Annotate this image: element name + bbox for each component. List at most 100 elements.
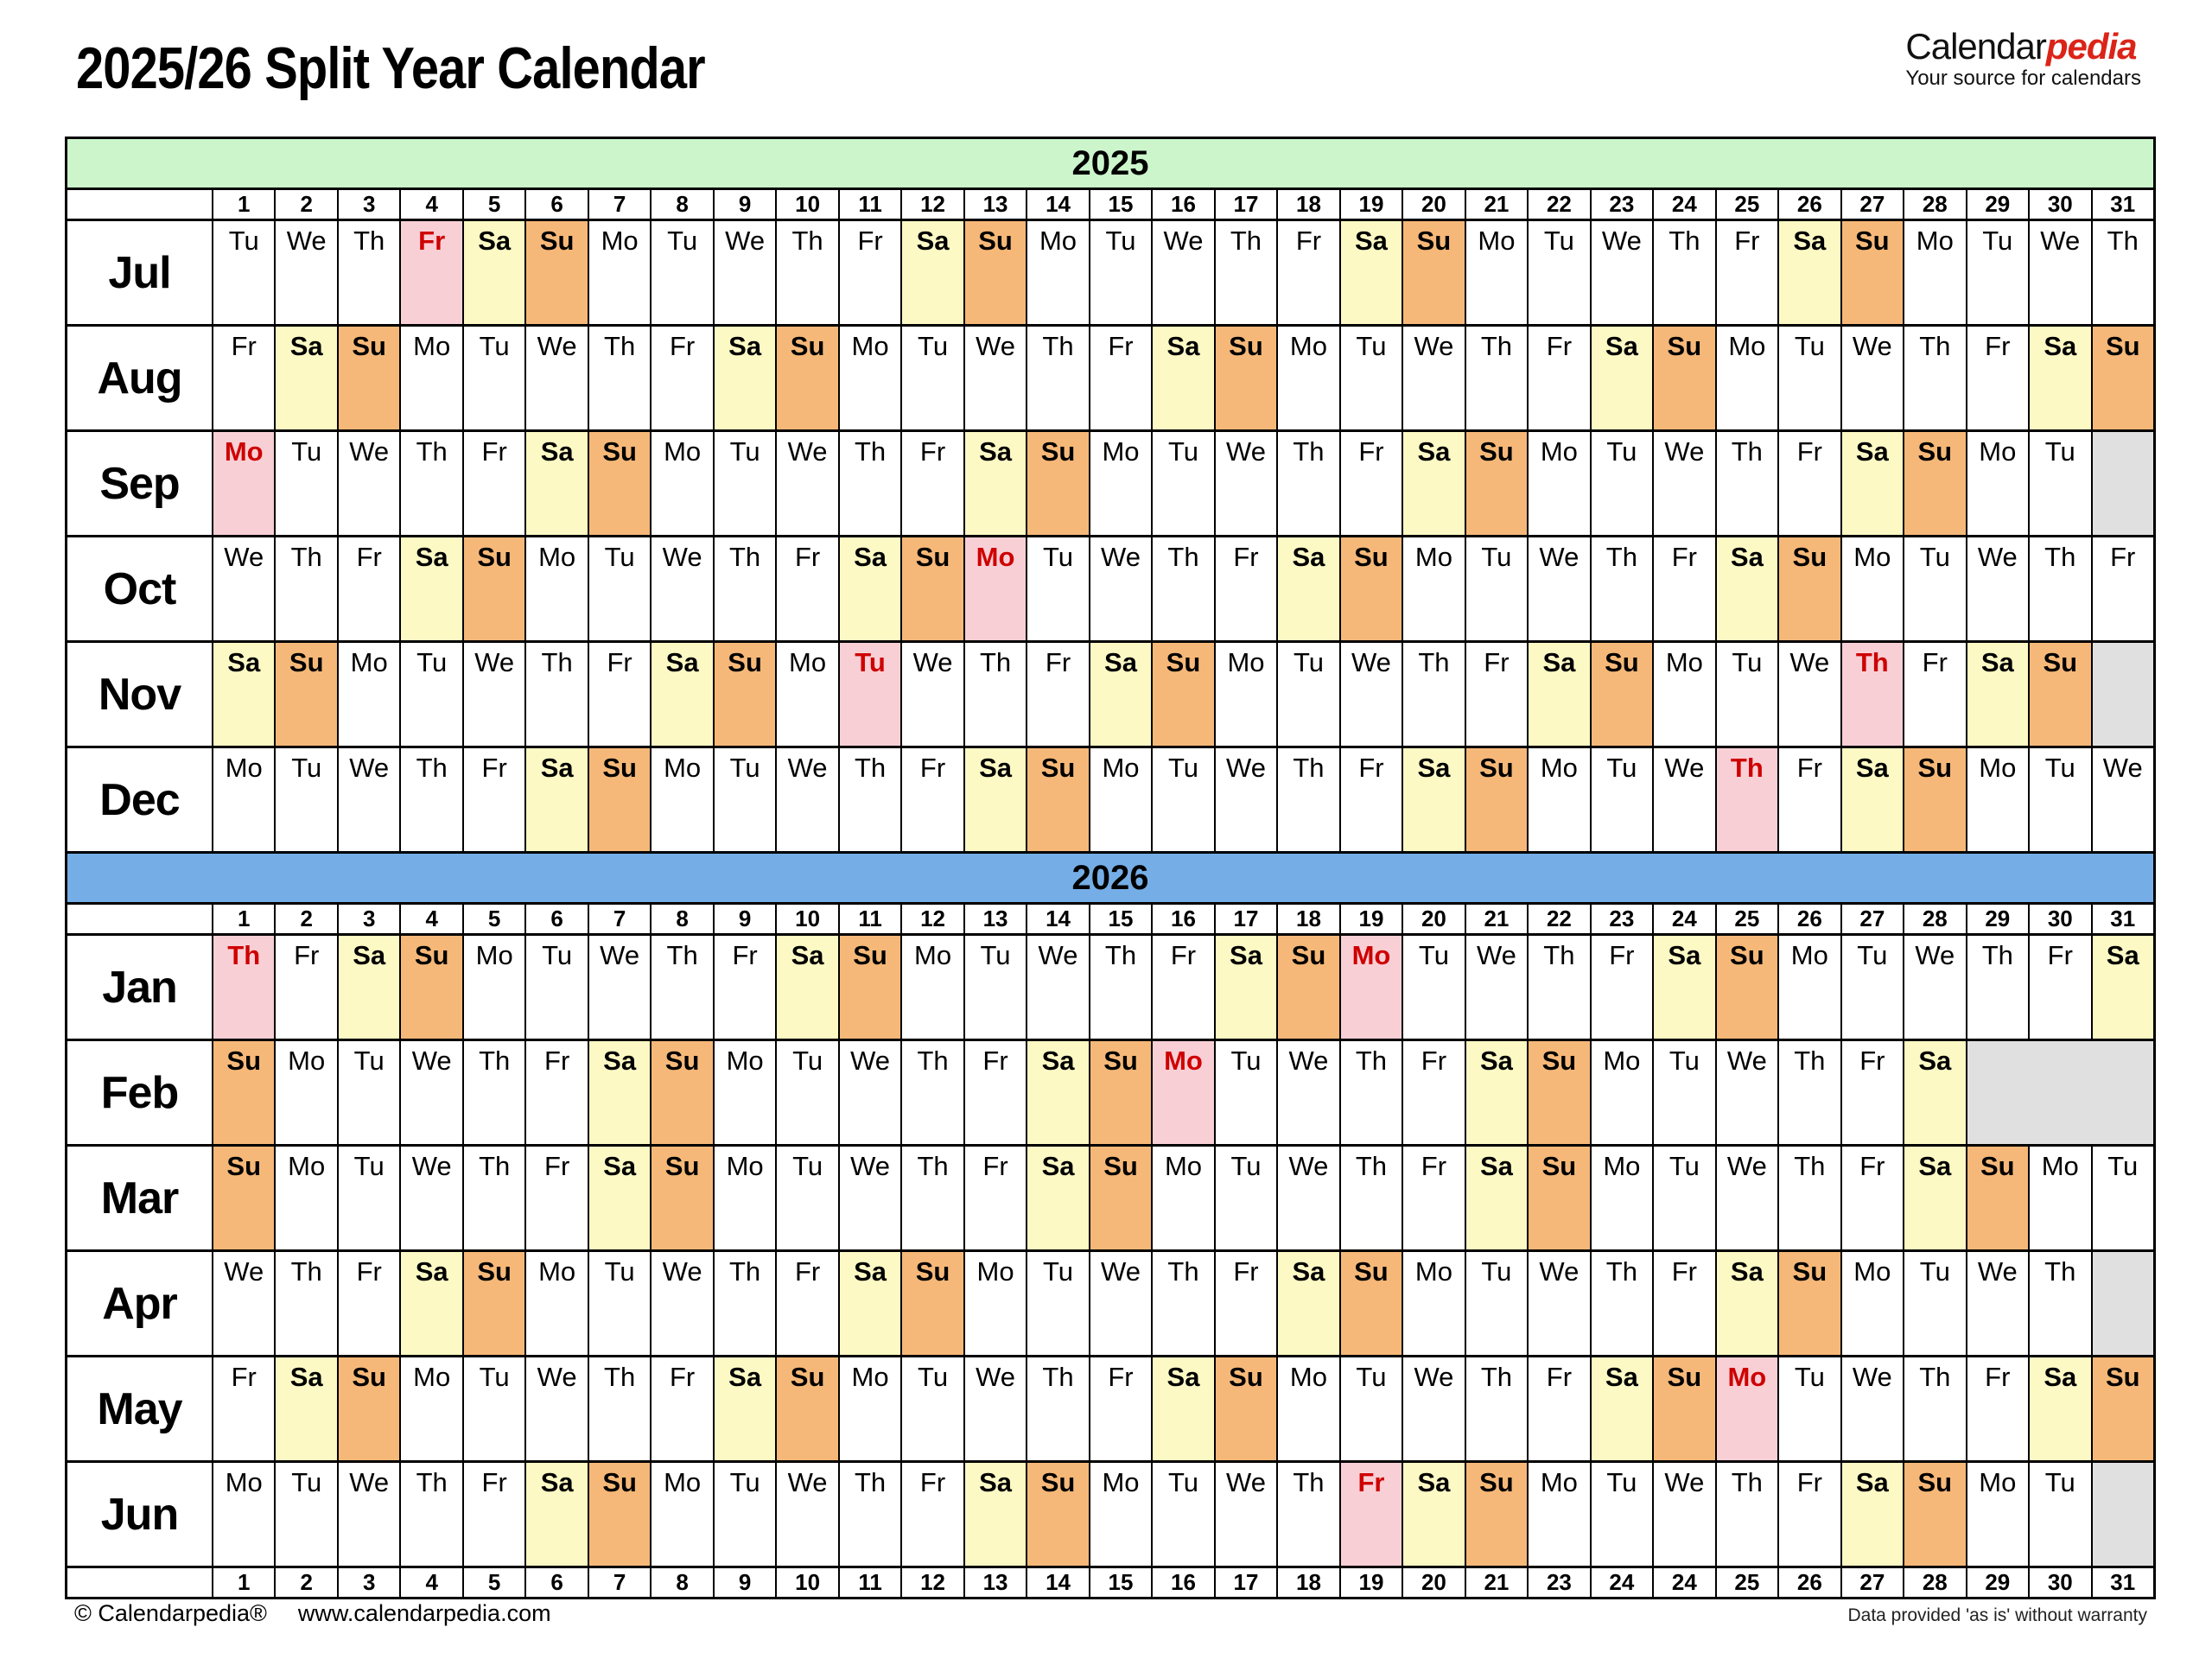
day-number: 13 [963,905,1026,933]
day-cell: Fr [1527,327,1589,429]
day-number: 2 [274,905,336,933]
day-cell: Fr [1714,221,1777,324]
day-cell: Fr [963,1147,1026,1249]
day-cell: Su [1464,1463,1528,1566]
day-number: 10 [775,190,837,219]
day-cell: Mo [1714,327,1777,429]
day-cell: Mo [274,1041,336,1144]
logo-tagline: Your source for calendars [1905,67,2141,91]
day-number: 8 [650,190,712,219]
day-number: 3 [336,905,399,933]
month-label: Aug [97,353,182,404]
day-cell: Su [1903,748,1966,851]
day-cell: We [212,537,274,640]
day-cell: Mo [650,1463,712,1566]
day-number: 20 [1402,1568,1464,1597]
day-cell: Su [1589,643,1653,746]
day-cell: We [399,1147,461,1249]
day-cell: Su [900,1252,963,1355]
day-number: 11 [837,190,900,219]
day-cell: Su [2028,643,2091,746]
day-cell: Mo [336,643,399,746]
month-label: Jul [108,247,171,298]
day-cell: Fr [1276,221,1338,324]
month-label: Apr [102,1278,178,1329]
day-cell: We [1965,1252,2028,1355]
day-cell: We [650,1252,712,1355]
day-cell: Tu [274,748,336,851]
day-cell: We [1589,221,1652,324]
day-number: 25 [1714,905,1777,933]
day-cell: Th [524,643,587,746]
day-number: 22 [1527,190,1589,219]
day-number: 15 [1088,190,1151,219]
day-number: 7 [587,190,650,219]
day-cell: Sa [524,748,588,851]
day-cell: Fr [900,748,963,851]
day-cell: Su [1777,1252,1840,1355]
day-cell: Mo [399,327,461,429]
day-cell: Tu [1777,327,1840,429]
day-cell: Mo [1840,1252,1903,1355]
day-cell: Mo [1589,1041,1652,1144]
day-cell: Sa [1714,1252,1778,1355]
month-label: Mar [100,1173,179,1224]
day-cell: Fr [1464,643,1527,746]
day-number: 21 [1464,190,1527,219]
day-number: 14 [1026,905,1088,933]
day-cell: Tu [1903,1252,1965,1355]
day-cell: Mo [712,1041,775,1144]
day-number: 24 [1652,190,1714,219]
day-cell: Fr [1402,1147,1464,1249]
day-number: 5 [461,1568,524,1597]
day-cell: We [1714,1147,1777,1249]
day-cell: Th [587,327,650,429]
day-number: 4 [399,190,461,219]
day-cell: Su [1276,936,1339,1039]
day-cell: Th [1276,432,1338,535]
day-cell: Tu [1151,748,1213,851]
day-cell: Sa [712,327,776,429]
day-cell: We [963,327,1026,429]
day-cell: Su [399,936,462,1039]
empty-days-cell [2090,643,2153,746]
day-cell: We [336,748,399,851]
day-cell: Th [1464,1357,1527,1460]
day-cell: Th [1965,936,2028,1039]
day-cell: Tu [1965,221,2028,324]
day-cell: Tu [1276,643,1338,746]
day-cell: Sa [837,1252,901,1355]
year-header-row: 2026 [67,851,2153,902]
day-cell: We [1714,1041,1777,1144]
day-cell: Sa [1840,432,1904,535]
day-cell: We [1213,432,1276,535]
day-cell: Fr [1589,936,1652,1039]
day-cell: Mo [1088,748,1151,851]
day-cell: Fr [336,1252,399,1355]
day-cell: Th [1714,748,1778,851]
day-cell: We [1652,1463,1714,1566]
day-cell: Sa [1151,1357,1214,1460]
day-cell: We [963,1357,1026,1460]
day-number: 27 [1840,905,1903,933]
day-cell: Su [775,327,838,429]
month-label: Feb [100,1067,179,1118]
day-number: 28 [1903,190,1965,219]
day-cell: Tu [1652,1147,1714,1249]
website-link[interactable]: www.calendarpedia.com [297,1600,551,1626]
day-cell: We [461,643,524,746]
day-cell: Th [274,537,336,640]
day-cell: Fr [1840,1147,1903,1249]
day-cell: We [1652,748,1714,851]
day-cell: Sa [587,1041,651,1144]
day-cell: Th [650,936,712,1039]
day-cell: Tu [775,1041,837,1144]
day-cell: Sa [336,936,400,1039]
day-cell: Mo [1527,748,1589,851]
day-cell: Fr [963,1041,1026,1144]
day-number: 15 [1088,905,1151,933]
day-cell: We [1840,1357,1903,1460]
day-number: 2 [274,190,336,219]
day-cell: Sa [1026,1041,1089,1144]
day-cell: Su [1464,748,1528,851]
